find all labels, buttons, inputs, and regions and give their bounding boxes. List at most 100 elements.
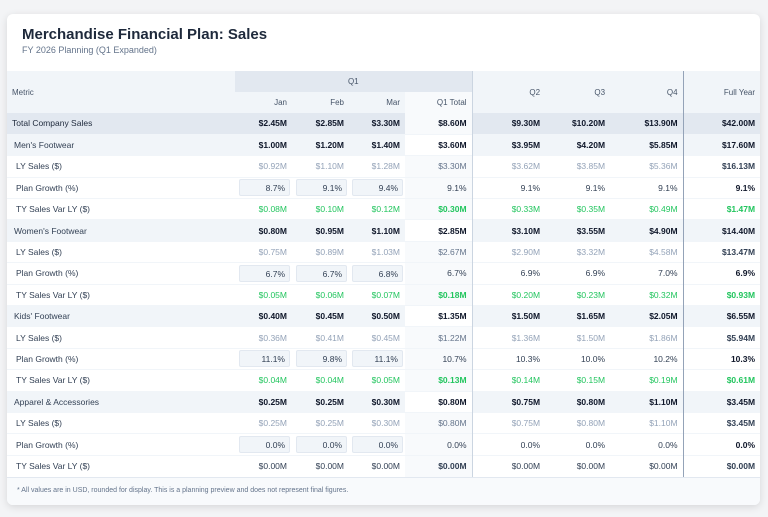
plan-growth-input[interactable]: 6.7% bbox=[239, 264, 290, 282]
plan-growth-input[interactable]: 9.8% bbox=[296, 350, 347, 368]
cell-q1-total: $8.60M bbox=[405, 113, 473, 135]
cell-q4: $0.32M bbox=[610, 283, 684, 306]
row-label[interactable]: Men's Footwear bbox=[7, 133, 235, 156]
cell-q1-total: $0.18M bbox=[405, 283, 473, 306]
row-label[interactable]: Total Company Sales bbox=[7, 113, 235, 135]
cell-jan: $0.04M bbox=[235, 369, 292, 392]
cell-mar: $0.45M bbox=[349, 326, 405, 349]
cell-feb: $0.04M bbox=[292, 369, 349, 392]
table-row: LY Sales ($) $0.25M $0.25M $0.30M $0.80M $0.7… bbox=[7, 411, 760, 434]
cell-jan: $0.92M bbox=[235, 155, 292, 178]
cell-q2: $0.75M bbox=[471, 411, 546, 434]
cell-full-year: 6.9% bbox=[682, 262, 760, 285]
cell-full-year: $42.00M bbox=[682, 113, 760, 135]
cell-feb: $0.41M bbox=[292, 326, 349, 349]
cell-q1-total: 10.7% bbox=[405, 347, 473, 370]
plan-growth-input[interactable]: 0.0% bbox=[352, 436, 403, 454]
cell-q3: 0.0% bbox=[545, 433, 611, 456]
cell-jan: $0.05M bbox=[235, 283, 292, 306]
cell-q2: 6.9% bbox=[471, 262, 546, 285]
cell-q2: $3.95M bbox=[471, 133, 546, 156]
table-row: Plan Growth (%) 6.7% 6.7% 6.8% 6.7% 6.9% 6.9% 7… bbox=[7, 262, 760, 285]
table-row: LY Sales ($) $0.36M $0.41M $0.45M $1.22M $1.3… bbox=[7, 326, 760, 349]
plan-growth-input[interactable]: 9.4% bbox=[352, 179, 403, 197]
plan-growth-input[interactable]: 6.7% bbox=[296, 264, 347, 282]
plan-growth-input[interactable]: 6.8% bbox=[352, 264, 403, 282]
cell-q1-total: $3.30M bbox=[405, 155, 473, 178]
cell-q4: $2.05M bbox=[610, 305, 684, 327]
cell-full-year: $0.61M bbox=[682, 369, 760, 392]
cell-feb: $1.20M bbox=[292, 133, 349, 156]
cell-q4: $4.58M bbox=[610, 240, 684, 263]
cell-q4: $1.86M bbox=[610, 326, 684, 349]
cell-q3: $0.15M bbox=[545, 369, 611, 392]
cell-q4: $0.00M bbox=[610, 454, 684, 477]
cell-jan: $1.00M bbox=[235, 133, 292, 156]
row-label: TY Sales Var LY ($) bbox=[7, 454, 235, 477]
cell-q4: 9.1% bbox=[610, 176, 684, 199]
plan-growth-input[interactable]: 11.1% bbox=[239, 350, 290, 368]
cell-q3: $1.50M bbox=[545, 326, 611, 349]
cell-q4: 7.0% bbox=[610, 262, 684, 285]
plan-growth-input[interactable]: 0.0% bbox=[296, 436, 347, 454]
plan-growth-input[interactable]: 8.7% bbox=[239, 179, 290, 197]
cell-feb: $2.85M bbox=[292, 113, 349, 135]
cell-full-year: $16.13M bbox=[682, 155, 760, 178]
cell-feb: $0.00M bbox=[292, 454, 349, 477]
table-row: Plan Growth (%) 0.0% 0.0% 0.0% 0.0% 0.0% 0.0% 0… bbox=[7, 433, 760, 456]
cell-q3: $3.85M bbox=[545, 155, 611, 178]
cell-q1-total: $2.67M bbox=[405, 240, 473, 263]
header-q3[interactable]: Q3 bbox=[545, 71, 611, 113]
cell-jan: $0.40M bbox=[235, 305, 292, 327]
row-label: TY Sales Var LY ($) bbox=[7, 198, 235, 220]
plan-growth-input[interactable]: 9.1% bbox=[296, 179, 347, 197]
header-q1[interactable]: Q1 bbox=[235, 71, 473, 92]
header-q1-total: Q1 Total bbox=[405, 92, 473, 113]
cell-q2: 9.1% bbox=[471, 176, 546, 199]
cell-q4: $13.90M bbox=[610, 113, 684, 135]
row-label: LY Sales ($) bbox=[7, 411, 235, 434]
page-title: Merchandise Financial Plan: Sales bbox=[22, 26, 268, 43]
cell-q2: $0.20M bbox=[471, 283, 546, 306]
row-label[interactable]: Apparel & Accessories bbox=[7, 390, 235, 413]
cell-full-year: $6.55M bbox=[682, 305, 760, 327]
cell-q3: $3.55M bbox=[545, 219, 611, 242]
cell-q3: $3.32M bbox=[545, 240, 611, 263]
plan-growth-input[interactable]: 0.0% bbox=[239, 436, 290, 454]
footnote: * All values are in USD, rounded for dis… bbox=[7, 477, 760, 505]
row-label: LY Sales ($) bbox=[7, 240, 235, 263]
cell-q3: $1.65M bbox=[545, 305, 611, 327]
row-label[interactable]: Kids' Footwear bbox=[7, 305, 235, 327]
cell-jan: 8.7% bbox=[235, 176, 292, 199]
row-label: Plan Growth (%) bbox=[7, 262, 235, 285]
cell-full-year: $0.00M bbox=[682, 454, 760, 477]
row-label[interactable]: Women's Footwear bbox=[7, 219, 235, 242]
cell-mar: $0.05M bbox=[349, 369, 405, 392]
cell-feb: $0.45M bbox=[292, 305, 349, 327]
table-row: TY Sales Var LY ($) $0.00M $0.00M $0.00M $0.… bbox=[7, 454, 760, 477]
cell-q3: 6.9% bbox=[545, 262, 611, 285]
cell-q4: $4.90M bbox=[610, 219, 684, 242]
header-q2[interactable]: Q2 bbox=[471, 71, 546, 113]
header-q4[interactable]: Q4 bbox=[610, 71, 684, 113]
cell-full-year: $14.40M bbox=[682, 219, 760, 242]
cell-mar: 9.4% bbox=[349, 176, 405, 199]
plan-growth-input[interactable]: 11.1% bbox=[352, 350, 403, 368]
cell-q1-total: $0.13M bbox=[405, 369, 473, 392]
cell-mar: $1.03M bbox=[349, 240, 405, 263]
row-label: LY Sales ($) bbox=[7, 155, 235, 178]
row-label: Plan Growth (%) bbox=[7, 176, 235, 199]
row-label: Plan Growth (%) bbox=[7, 433, 235, 456]
cell-q2: 0.0% bbox=[471, 433, 546, 456]
cell-feb: $0.95M bbox=[292, 219, 349, 242]
cell-q3: $0.23M bbox=[545, 283, 611, 306]
header-full-year: Full Year bbox=[682, 71, 760, 113]
cell-jan: $0.25M bbox=[235, 390, 292, 413]
cell-full-year: $1.47M bbox=[682, 198, 760, 220]
cell-q1-total: 0.0% bbox=[405, 433, 473, 456]
cell-q3: $0.00M bbox=[545, 454, 611, 477]
cell-q3: $10.20M bbox=[545, 113, 611, 135]
cell-q4: 0.0% bbox=[610, 433, 684, 456]
cell-feb: 9.8% bbox=[292, 347, 349, 370]
cell-q2: $2.90M bbox=[471, 240, 546, 263]
